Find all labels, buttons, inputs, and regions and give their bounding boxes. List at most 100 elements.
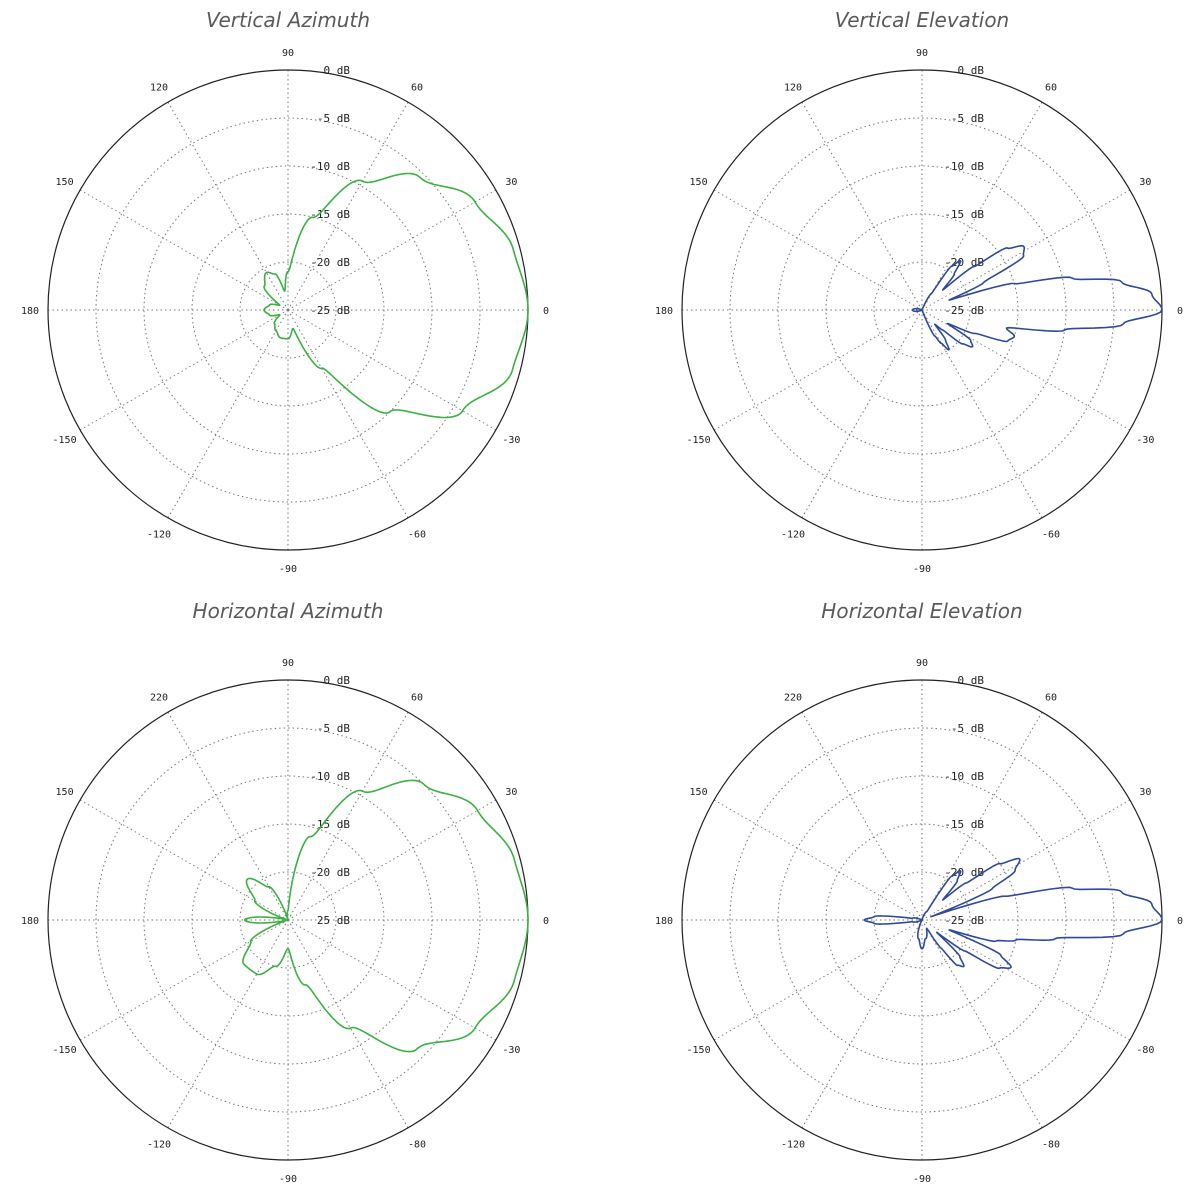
grid-spoke [713,189,923,311]
grid-spoke [801,101,923,311]
angle-tick-label: 180 [655,916,673,927]
angle-tick-label: 30 [505,787,517,798]
grid-spoke [79,919,289,1041]
polar-chart-3: Horizontal Azimuth 0 30 60 90 220 150 180 -150 -1… [21,599,549,1185]
grid-spoke [713,919,923,1041]
angle-tick-label: 30 [1139,787,1151,798]
angle-tick-label: 0 [543,916,549,927]
radial-tick-label: -20 dB [944,866,984,879]
angle-tick-label: -60 [408,529,426,540]
angle-tick-label: -150 [53,1045,77,1056]
angle-tick-label: 60 [1045,693,1057,704]
polar-chart-1: Vertical Azimuth 0 30 60 90 120 150 180 -150 -120… [21,8,549,575]
angle-tick-label: -30 [502,435,520,446]
angle-tick-label: 180 [655,306,673,317]
radial-tick-label: -15 dB [944,818,984,831]
radial-tick-label: -15 dB [310,208,350,221]
grid-ring [95,727,481,1113]
angle-tick-label: 90 [282,48,294,59]
angle-tick-label: 180 [21,916,39,927]
grid-ring [873,261,971,359]
radial-tick-label: -25 dB [310,304,350,317]
angle-tick-label: 120 [784,83,802,94]
grid-spoke [167,309,289,519]
angle-tick-label: -60 [1042,529,1060,540]
radial-tick-label: -10 dB [944,160,984,173]
radial-tick-label: 25 dB [317,914,350,927]
angle-tick-label: 90 [916,658,928,669]
grid-spoke [167,101,289,311]
angle-tick-label: -120 [147,1139,171,1150]
angle-tick-label: -30 [1136,435,1154,446]
grid-spoke [921,919,1043,1129]
grid-spoke [801,711,923,921]
angle-tick-label: 150 [690,787,708,798]
radial-tick-label: -10 dB [944,770,984,783]
angle-tick-label: 220 [784,693,802,704]
grid-spoke [287,919,409,1129]
grid-spoke [921,309,1043,519]
radiation-pattern-trace [263,172,529,419]
angle-tick-label: 60 [411,693,423,704]
grid-ring [729,117,1115,503]
radial-tick-label: 0 dB [958,64,985,77]
radial-tick-label: -20 dB [310,866,350,879]
grid-spoke [921,711,1043,921]
angle-tick-label: -30 [502,1045,520,1056]
angle-tick-label: 150 [690,177,708,188]
angle-tick-label: -80 [408,1139,426,1150]
angle-tick-label: 150 [56,787,74,798]
angle-tick-label: -120 [781,1139,805,1150]
grid-spoke [801,919,923,1129]
radiation-pattern-trace [242,779,529,1053]
angle-tick-label: 60 [1045,83,1057,94]
chart-title: Vertical Elevation [835,8,1010,32]
chart-title: Horizontal Elevation [821,599,1022,623]
radial-tick-label: -5 dB [951,722,984,735]
radial-tick-label: -5 dB [951,112,984,125]
angle-tick-label: -80 [1136,1045,1154,1056]
angle-tick-label: 60 [411,83,423,94]
grid-spoke [713,799,923,921]
angle-tick-label: 0 [1177,306,1183,317]
radial-tick-label: -25 dB [944,304,984,317]
radial-tick-label: -10 dB [310,160,350,173]
angle-tick-label: 220 [150,693,168,704]
radial-tick-label: 0 dB [324,64,351,77]
angle-tick-label: -90 [279,1174,297,1185]
radiation-pattern-trace [863,857,1163,970]
grid-spoke [79,309,289,431]
angle-tick-label: 120 [150,83,168,94]
angle-tick-label: 0 [1177,916,1183,927]
grid-spoke [167,711,289,921]
grid-ring [239,261,337,359]
angle-tick-label: -120 [781,529,805,540]
radiation-pattern-trace [911,245,1163,351]
radial-tick-label: -5 dB [317,112,350,125]
grid-ring [873,871,971,969]
angle-tick-label: 90 [916,48,928,59]
angle-tick-label: -150 [53,435,77,446]
angle-tick-label: 30 [505,177,517,188]
angle-tick-label: 180 [21,306,39,317]
angle-tick-label: -150 [687,435,711,446]
radial-tick-label: -25 dB [944,914,984,927]
grid-spoke [287,309,497,431]
polar-chart-4: Horizontal Elevation 0 30 60 90 220 150 180 -150… [655,599,1183,1185]
chart-title: Horizontal Azimuth [193,599,384,623]
grid-spoke [713,309,923,431]
angle-tick-label: -90 [279,564,297,575]
grid-spoke [167,919,289,1129]
grid-ring [95,117,481,503]
angle-tick-label: 150 [56,177,74,188]
radial-tick-label: -5 dB [317,722,350,735]
grid-spoke [287,919,497,1041]
grid-spoke [287,711,409,921]
angle-tick-label: 90 [282,658,294,669]
radial-tick-label: -20 dB [310,256,350,269]
radial-tick-label: 0 dB [324,674,351,687]
radial-tick-label: -15 dB [944,208,984,221]
grid-spoke [287,101,409,311]
grid-spoke [921,101,1043,311]
